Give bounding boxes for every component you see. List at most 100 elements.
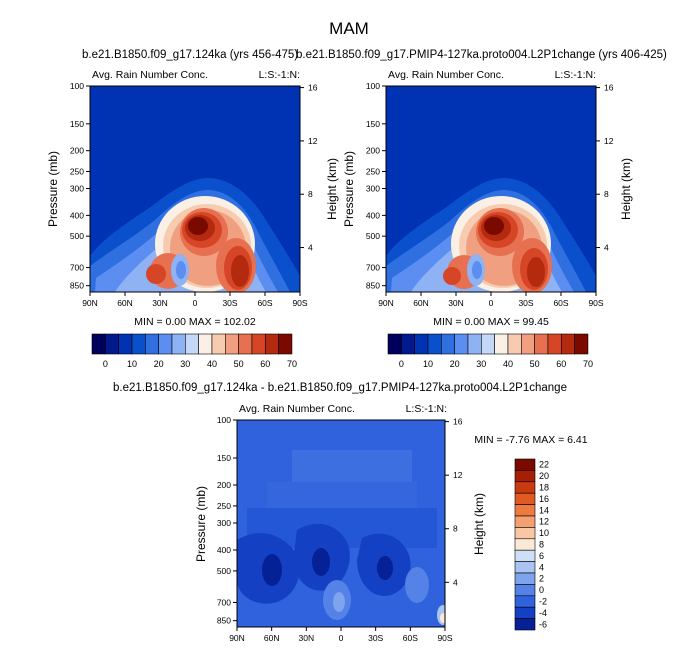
panel-1-colorbar-swatch bbox=[211, 333, 226, 355]
panel-3-left-label: Avg. Rain Number Conc. bbox=[239, 403, 355, 415]
panel-2-colorbar-label: 70 bbox=[583, 359, 593, 369]
panel-1-ytick-label: 150 bbox=[70, 119, 84, 129]
panel-3-colorbar-label: 6 bbox=[539, 551, 544, 561]
panel-1-colorbar-label: 60 bbox=[260, 359, 270, 369]
panel-1-ylabel-right: Height (km) bbox=[325, 158, 339, 220]
panel-3-colorbar-label: 2 bbox=[539, 574, 544, 584]
panel-3-colorbar-label: -4 bbox=[539, 608, 547, 618]
panel-2-colorbar-swatch bbox=[441, 333, 455, 355]
panel-3-colorbar-label: 14 bbox=[539, 505, 549, 515]
panel-2-height-tick-label: 16 bbox=[604, 83, 614, 93]
panel-3-colorbar-swatch bbox=[514, 470, 536, 483]
panel-1-xtick-label: 30S bbox=[222, 298, 237, 308]
panel-3-height-tick-label: 8 bbox=[453, 524, 458, 534]
panel-3-ylabel: Pressure (mb) bbox=[194, 486, 208, 562]
panel-1-contour-13 bbox=[146, 264, 166, 284]
panel-3-xtick-label: 30S bbox=[368, 633, 383, 643]
panel-2-xtick-label: 30S bbox=[518, 298, 533, 308]
panel-2-colorbar-label: 60 bbox=[556, 359, 566, 369]
panel-1-title: b.e21.B1850.f09_g17.124ka (yrs 456-475) bbox=[82, 49, 298, 61]
panel-1-ytick-label: 200 bbox=[70, 146, 84, 156]
panel-2-colorbar-swatch bbox=[507, 333, 522, 355]
panel-2-contour-13 bbox=[443, 267, 461, 285]
panel-2-ytick-label: 150 bbox=[366, 119, 380, 129]
panel-3-colorbar-label: 18 bbox=[539, 483, 549, 493]
panel-2-colorbar-label: 0 bbox=[399, 359, 404, 369]
panel-3-colorbar-label: 8 bbox=[539, 540, 544, 550]
panel-2-ytick-label: 250 bbox=[366, 166, 380, 176]
panel-3-colorbar-swatch bbox=[514, 515, 536, 528]
panel-2-colorbar-swatch bbox=[427, 333, 442, 355]
panel-2-colorbar-label: 30 bbox=[476, 359, 486, 369]
panel-3-colorbar-label: 20 bbox=[539, 471, 549, 481]
panel-3-colorbar-swatch bbox=[514, 549, 536, 562]
panel-3-field bbox=[237, 420, 445, 627]
panel-3-blob-11 bbox=[440, 613, 445, 623]
panel-2-colorbar-swatch bbox=[494, 333, 509, 355]
panel-3-colorbar-label: 10 bbox=[539, 528, 549, 538]
panel-2-colorbar-swatch bbox=[574, 333, 589, 355]
panel-2-colorbar-swatch bbox=[534, 333, 549, 355]
panel-1-colorbar-swatch bbox=[264, 333, 279, 355]
panel-3-colorbar-label: -2 bbox=[539, 597, 547, 607]
panel-2-title: b.e21.B1850.f09_g17.PMIP4-127ka.proto004… bbox=[296, 49, 667, 61]
panel-3-colorbar-swatch bbox=[514, 492, 536, 505]
panel-1-colorbar-label: 30 bbox=[180, 359, 190, 369]
panel-1-colorbar-swatch bbox=[278, 333, 293, 355]
panel-3-colorbar-label: 22 bbox=[539, 460, 549, 470]
panel-3-xtick-label: 60S bbox=[403, 633, 418, 643]
panel-2-height-tick-label: 8 bbox=[604, 189, 609, 199]
panel-2-xtick-label: 90S bbox=[588, 298, 603, 308]
panel-3-xtick-label: 30N bbox=[299, 633, 315, 643]
panel-3-right-label: L:S:-1:N: bbox=[406, 403, 447, 415]
panel-3-ytick-label: 300 bbox=[217, 518, 231, 528]
panel-1-contour-15 bbox=[231, 255, 249, 287]
panel-2-colorbar-swatch bbox=[520, 333, 535, 355]
panel-3-ytick-label: 100 bbox=[217, 415, 231, 425]
panel-2-ylabel-right: Height (km) bbox=[619, 158, 633, 220]
panel-2-colorbar: 0 10 20 30 40 50 60 70 bbox=[387, 333, 593, 369]
panel-2-stats: MIN = 0.00 MAX = 99.45 bbox=[433, 316, 549, 328]
panel-1-ytick-label: 700 bbox=[70, 263, 84, 273]
panel-2-xtick-label: 0 bbox=[489, 298, 494, 308]
panel-2: b.e21.B1850.f09_g17.PMIP4-127ka.proto004… bbox=[296, 49, 667, 369]
panel-3-band-2 bbox=[267, 482, 417, 512]
panel-2-ylabel: Pressure (mb) bbox=[342, 151, 356, 227]
panel-1-ytick-label: 500 bbox=[70, 231, 84, 241]
panel-2-colorbar-swatch bbox=[387, 333, 402, 355]
panel-2-colorbar-swatch bbox=[401, 333, 415, 355]
panel-2-xtick-label: 30N bbox=[448, 298, 464, 308]
panel-3-xtick-label: 90S bbox=[437, 633, 452, 643]
panel-1-ytick-label: 100 bbox=[70, 81, 84, 91]
panel-3-ytick-label: 250 bbox=[217, 501, 231, 511]
panel-3-ytick-label: 500 bbox=[217, 566, 231, 576]
panel-3-title: b.e21.B1850.f09_g17.124ka - b.e21.B1850.… bbox=[113, 382, 567, 394]
panel-3-blob-8 bbox=[333, 592, 345, 612]
panel-3-xtick-label: 0 bbox=[339, 633, 344, 643]
panel-3-colorbar-swatch bbox=[514, 561, 536, 574]
panel-1-colorbar-swatch bbox=[131, 333, 146, 355]
panel-3-xtick-label: 60N bbox=[264, 633, 280, 643]
panel-1-colorbar: 0 10 20 30 40 50 60 70 bbox=[91, 333, 297, 369]
panel-1-xtick-label: 60S bbox=[257, 298, 272, 308]
panel-2-xtick-label: 60S bbox=[553, 298, 568, 308]
panel-3-blob-6 bbox=[377, 556, 393, 580]
panel-2-ytick-label: 200 bbox=[366, 146, 380, 156]
panel-2-colorbar-swatch bbox=[467, 333, 482, 355]
panel-2-colorbar-swatch bbox=[454, 333, 469, 355]
panel-1-height-tick-label: 4 bbox=[308, 243, 313, 253]
panel-2-colorbar-swatch bbox=[547, 333, 562, 355]
panel-1-colorbar-swatch bbox=[185, 333, 199, 355]
panel-1-colorbar-swatch bbox=[105, 333, 119, 355]
panel-3-height-tick-label: 4 bbox=[453, 577, 458, 587]
panel-2-xtick-label: 60N bbox=[413, 298, 429, 308]
panel-3-blob-9 bbox=[405, 567, 429, 603]
panel-1-colorbar-label: 20 bbox=[154, 359, 164, 369]
panel-2-ytick-label: 500 bbox=[366, 231, 380, 241]
panel-3-colorbar-label: 12 bbox=[539, 517, 549, 527]
panel-1-colorbar-swatch bbox=[198, 333, 213, 355]
panel-3-colorbar-swatch bbox=[514, 595, 536, 608]
panel-1-height-tick-label: 12 bbox=[308, 136, 318, 146]
panel-2-ytick-label: 850 bbox=[366, 281, 380, 291]
